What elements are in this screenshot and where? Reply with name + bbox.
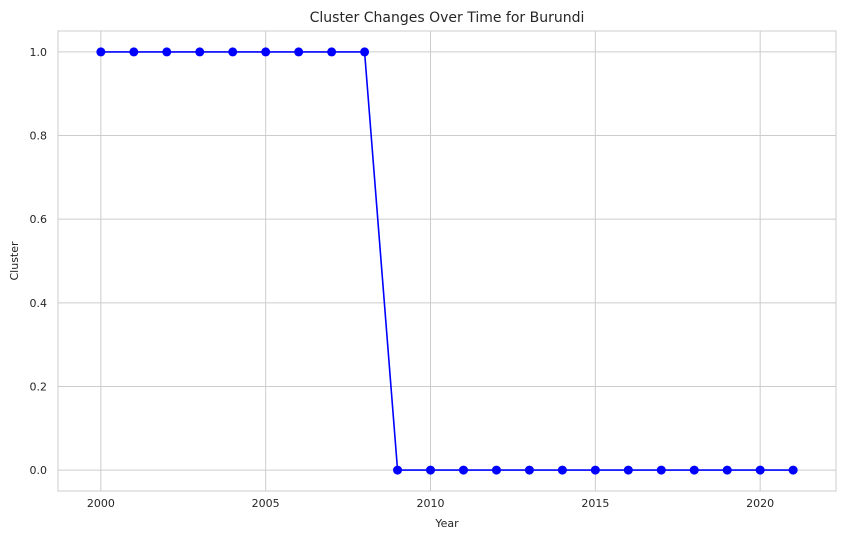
y-tick-label: 0.6	[30, 213, 48, 226]
x-axis-label: Year	[434, 517, 459, 530]
plot-frame	[57, 30, 837, 492]
y-tick-label: 1.0	[30, 46, 48, 59]
data-point	[360, 47, 370, 57]
grid	[58, 31, 836, 491]
series-group	[96, 47, 798, 475]
data-point	[656, 465, 666, 475]
data-point	[689, 465, 699, 475]
data-point	[524, 465, 534, 475]
y-axis-ticks: 0.0 0.2 0.4 0.6 0.8 1.0	[30, 46, 48, 477]
data-point	[722, 465, 732, 475]
data-point	[228, 47, 238, 57]
data-point	[162, 47, 172, 57]
y-tick-label: 0.4	[30, 297, 48, 310]
data-point	[458, 465, 468, 475]
y-tick-label: 0.8	[30, 130, 48, 143]
data-point	[96, 47, 106, 57]
data-point	[129, 47, 139, 57]
data-point	[788, 465, 798, 475]
x-tick-label: 2010	[417, 497, 445, 510]
x-axis-ticks: 2000 2005 2010 2015 2020	[87, 497, 774, 510]
y-tick-label: 0.2	[30, 380, 48, 393]
y-axis-label: Cluster	[8, 241, 21, 281]
x-tick-label: 2020	[746, 497, 774, 510]
data-point	[491, 465, 501, 475]
data-point	[623, 465, 633, 475]
data-point	[327, 47, 337, 57]
chart-title: Cluster Changes Over Time for Burundi	[310, 10, 585, 26]
data-point	[195, 47, 205, 57]
series-line	[100, 51, 794, 471]
x-tick-label: 2005	[252, 497, 280, 510]
data-point	[261, 47, 271, 57]
data-point	[755, 465, 765, 475]
data-point	[590, 465, 600, 475]
data-point	[426, 465, 436, 475]
x-tick-label: 2000	[87, 497, 115, 510]
x-tick-label: 2015	[581, 497, 609, 510]
data-point	[557, 465, 567, 475]
y-tick-label: 0.0	[30, 464, 48, 477]
data-point	[294, 47, 304, 57]
data-point	[393, 465, 403, 475]
